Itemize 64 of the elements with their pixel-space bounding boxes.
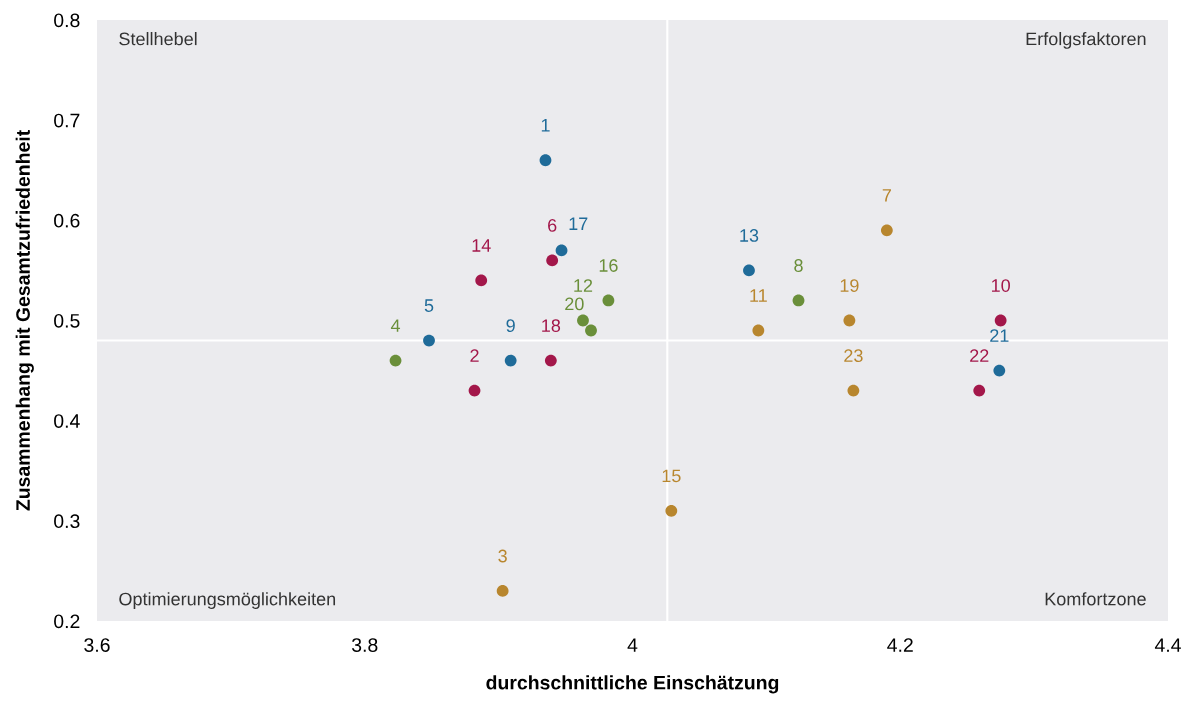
annotation: 4 [390, 319, 401, 332]
point [504, 354, 517, 367]
point [544, 354, 557, 367]
annotation: 23 [844, 349, 863, 363]
point [843, 314, 856, 327]
annotation: 10 [991, 279, 1010, 292]
annotation: 13 [740, 229, 759, 242]
annotation: Erfolgsfaktoren [1026, 32, 1146, 49]
point [973, 384, 986, 397]
point [752, 324, 765, 337]
annotation: 6 [548, 219, 557, 232]
annotation: 22 [970, 349, 989, 362]
point [602, 294, 615, 307]
x-axis-title: durchschnittliche Einschätzung [486, 675, 779, 694]
point [880, 224, 893, 237]
annotation: 18 [542, 319, 561, 332]
point [539, 154, 552, 167]
x-tick-label: 4.4 [1154, 638, 1181, 652]
annotation: 16 [599, 259, 618, 272]
x-tick-label: 4.2 [887, 638, 913, 652]
annotation: 12 [574, 279, 593, 292]
point [792, 294, 805, 307]
annotation: 17 [569, 217, 588, 230]
annotation: 1 [541, 119, 550, 132]
annotation: 3 [498, 549, 507, 563]
annotation: 9 [506, 319, 515, 332]
point [993, 364, 1006, 377]
y-tick-label: 0.8 [54, 13, 80, 28]
y-tick-label: 0.6 [54, 213, 80, 228]
x-tick-label: 3.6 [84, 638, 110, 652]
point [468, 384, 481, 397]
annotation: Optimierungsmöglichkeiten [119, 592, 336, 609]
y-tick-label: 0.4 [54, 414, 80, 428]
annotation: 20 [565, 297, 584, 311]
annotation: 7 [882, 189, 891, 202]
annotation: 2 [470, 349, 479, 362]
point [847, 384, 860, 397]
point [423, 334, 435, 347]
y-axis-title: Zusammenhang mit Gesamtzufriedenheit [15, 130, 34, 511]
annotation: Stellhebel [119, 32, 197, 46]
x-tick-label: 3.8 [351, 638, 378, 652]
x-tick-label: 4 [627, 638, 638, 652]
point [496, 585, 509, 597]
y-tick-label: 0.5 [54, 313, 80, 328]
annotation: 15 [662, 469, 681, 483]
annotation: 5 [424, 299, 434, 312]
point [389, 354, 402, 367]
annotation: 19 [840, 279, 859, 292]
y-tick-label: 0.7 [54, 113, 80, 128]
point [994, 314, 1007, 327]
point [546, 254, 559, 267]
annotation: 21 [990, 329, 1009, 342]
point [555, 244, 568, 257]
annotation: 11 [750, 289, 767, 302]
point [577, 314, 589, 327]
y-tick-label: 0.3 [54, 514, 80, 529]
point [743, 264, 755, 277]
point [585, 324, 597, 337]
annotation: 14 [472, 239, 491, 252]
point [665, 504, 678, 517]
y-tick-label: 0.2 [54, 614, 80, 629]
annotation: Komfortzone [1045, 592, 1146, 606]
annotation: 8 [794, 259, 803, 272]
point [475, 274, 488, 287]
